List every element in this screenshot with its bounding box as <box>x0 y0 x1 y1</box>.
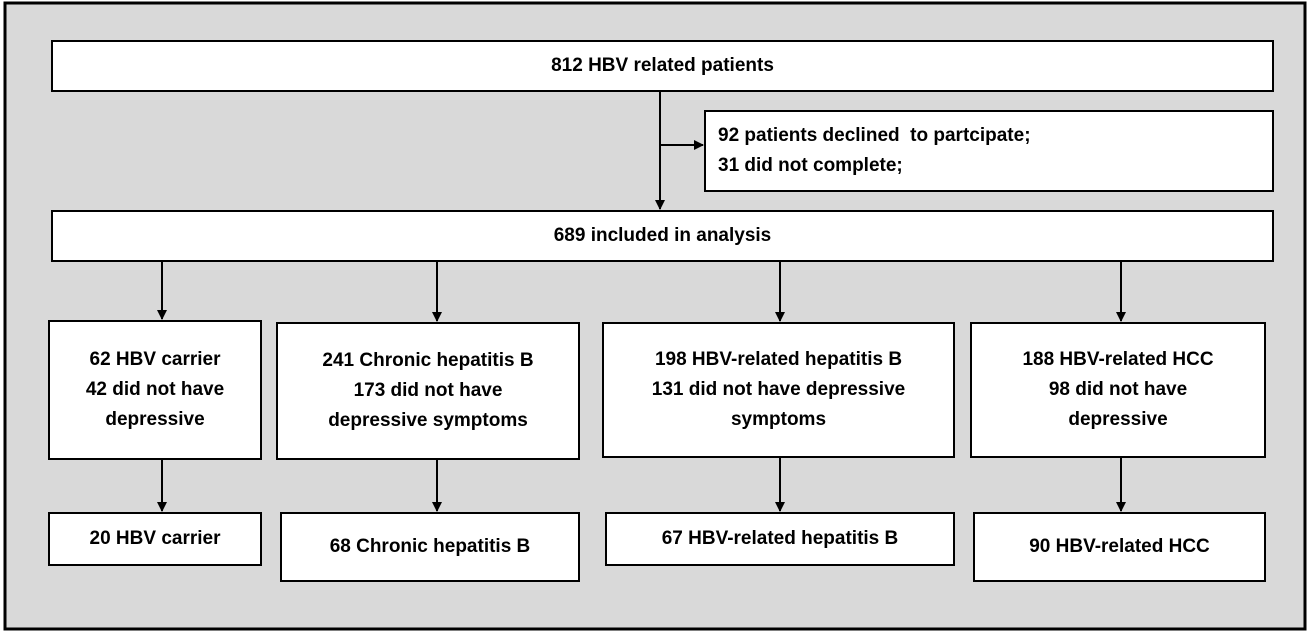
node-text: 67 HBV-related hepatitis B <box>661 528 899 549</box>
node-text: 241 Chronic hepatitis B <box>322 350 534 371</box>
node-text: 188 HBV-related HCC <box>1022 349 1214 370</box>
node-box: 812 HBV related patients <box>51 40 1274 92</box>
node-text: 31 did not complete; <box>718 155 903 176</box>
node-box: 20 HBV carrier <box>48 512 262 566</box>
node-box: 90 HBV-related HCC <box>973 512 1266 582</box>
node-box: 241 Chronic hepatitis B 173 did not have d… <box>276 322 580 460</box>
node-text: 92 patients declined to partcipate; <box>718 125 1031 146</box>
node-text: 68 Chronic hepatitis B <box>329 536 531 557</box>
node-box: 92 patients declined to partcipate; 31 di… <box>704 110 1274 192</box>
node-text: depressive symptoms <box>328 410 528 431</box>
node-text: depressive <box>1068 409 1168 430</box>
node-text: 90 HBV-related HCC <box>1029 536 1210 557</box>
node-text: 173 did not have <box>353 380 503 401</box>
node-text: 689 included in analysis <box>553 225 772 246</box>
node-text: 198 HBV-related hepatitis B <box>654 349 903 370</box>
node-text: 42 did not have <box>85 379 225 400</box>
node-text: 62 HBV carrier <box>89 349 221 370</box>
node-text: 131 did not have depressive <box>651 379 906 400</box>
node-text: 20 HBV carrier <box>89 528 221 549</box>
node-text: symptoms <box>730 409 827 430</box>
node-text: 812 HBV related patients <box>551 55 774 76</box>
node-text: 98 did not have <box>1048 379 1188 400</box>
node-box: 198 HBV-related hepatitis B 131 did not h… <box>602 322 955 458</box>
node-text: depressive <box>105 409 205 430</box>
node-box: 62 HBV carrier 42 did not have depressive <box>48 320 262 460</box>
node-box: 689 included in analysis <box>51 210 1274 262</box>
node-box: 68 Chronic hepatitis B <box>280 512 580 582</box>
node-box: 188 HBV-related HCC 98 did not have depres… <box>970 322 1266 458</box>
node-box: 67 HBV-related hepatitis B <box>605 512 955 566</box>
